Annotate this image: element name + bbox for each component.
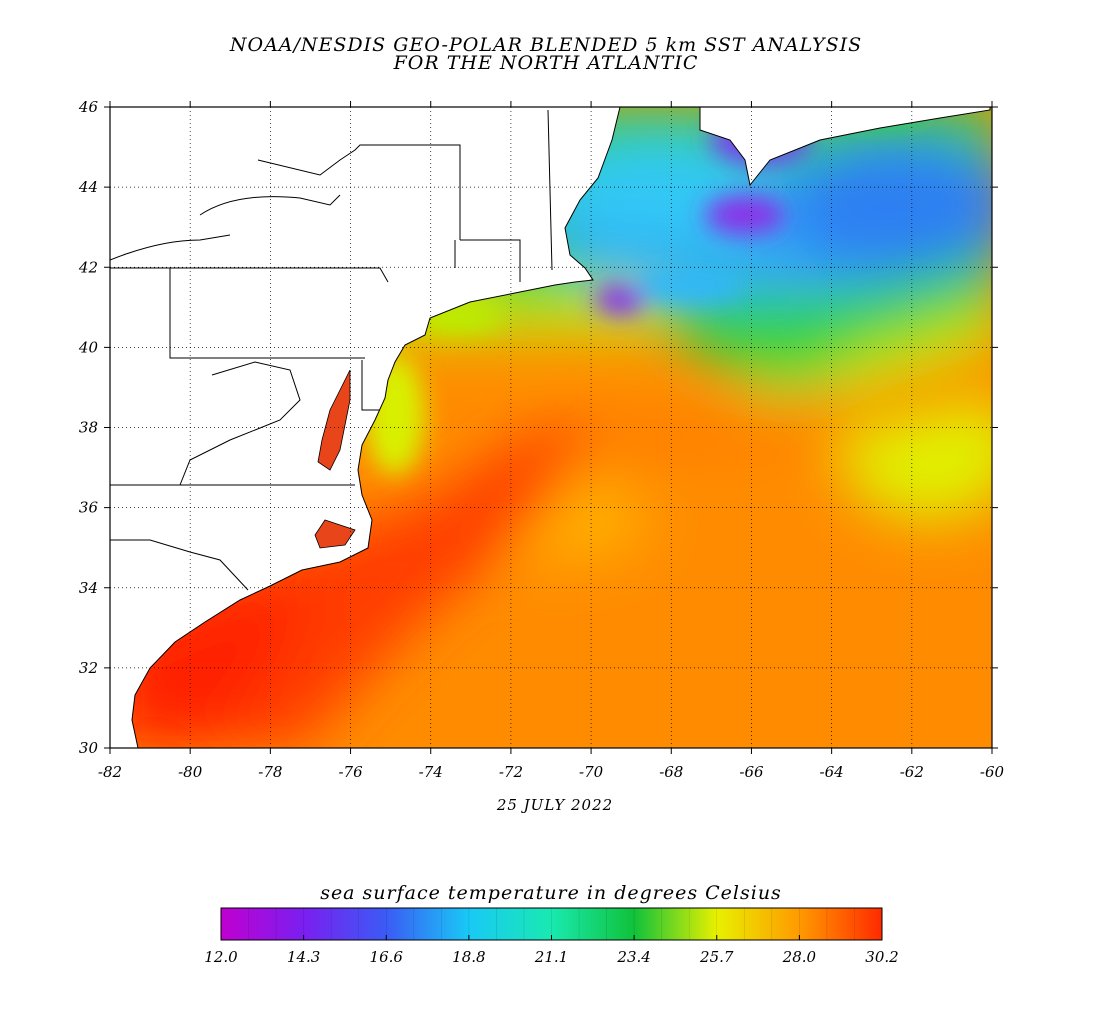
colorbar-tick-label: 16.6 bbox=[370, 948, 404, 966]
lon-tick-label: -78 bbox=[258, 763, 282, 781]
lon-tick-label: -74 bbox=[419, 763, 443, 781]
lat-tick-label: 38 bbox=[79, 419, 98, 437]
lon-tick-label: -80 bbox=[178, 763, 203, 781]
lon-tick-label: -70 bbox=[579, 763, 604, 781]
colorbar-tick-label: 21.1 bbox=[534, 948, 568, 966]
lat-tick-label: 46 bbox=[78, 98, 99, 116]
date-label: 25 JULY 2022 bbox=[496, 796, 614, 814]
lon-tick-label: -68 bbox=[659, 763, 683, 781]
colorbar-tick-label: 28.0 bbox=[782, 948, 817, 966]
colorbar bbox=[220, 907, 883, 941]
nova-scotia-land bbox=[699, 107, 992, 187]
grid-lines bbox=[110, 107, 992, 748]
map-title-line-1: NOAA/NESDIS GEO-POLAR BLENDED 5 km SST A… bbox=[229, 34, 863, 56]
lat-tick-label: 32 bbox=[79, 659, 98, 677]
lon-tick-label: -76 bbox=[338, 763, 363, 781]
latitude-labels: 46 44 42 40 38 36 34 32 30 bbox=[78, 98, 99, 757]
lat-tick-label: 30 bbox=[79, 739, 99, 757]
colorbar-tick-label: 30.2 bbox=[865, 948, 898, 966]
lat-tick-label: 36 bbox=[79, 499, 99, 517]
longitude-labels: -82 -80 -78 -76 -74 -72 -70 -68 -66 -64 -62 -60 bbox=[98, 763, 1005, 781]
lat-tick-label: 34 bbox=[79, 579, 98, 597]
land-mass bbox=[110, 107, 621, 748]
lon-tick-label: -60 bbox=[980, 763, 1005, 781]
map-title-line-2: FOR THE NORTH ATLANTIC bbox=[393, 52, 699, 74]
axis-ticks bbox=[104, 101, 998, 754]
lon-tick-label: -66 bbox=[739, 763, 764, 781]
colorbar-tick-label: 23.4 bbox=[616, 948, 650, 966]
colorbar-tick-label: 18.8 bbox=[452, 948, 485, 966]
lon-tick-label: -62 bbox=[900, 763, 924, 781]
colorbar-tick-label: 14.3 bbox=[287, 948, 320, 966]
lon-tick-label: -72 bbox=[499, 763, 523, 781]
colorbar-title: sea surface temperature in degrees Celsi… bbox=[320, 882, 782, 904]
lat-tick-label: 44 bbox=[78, 178, 98, 196]
lat-tick-label: 40 bbox=[78, 338, 99, 356]
colorbar-ticks bbox=[220, 908, 883, 940]
colorbar-tick-label: 12.0 bbox=[204, 948, 238, 966]
colorbar-labels: 12.0 14.3 16.6 18.8 21.1 23.4 25.7 28.0 30.2 bbox=[204, 948, 898, 966]
lat-tick-label: 42 bbox=[78, 258, 98, 276]
sst-field bbox=[110, 107, 992, 748]
lon-tick-label: -64 bbox=[820, 763, 844, 781]
colorbar-tick-label: 25.7 bbox=[699, 948, 734, 966]
lon-tick-label: -82 bbox=[98, 763, 122, 781]
